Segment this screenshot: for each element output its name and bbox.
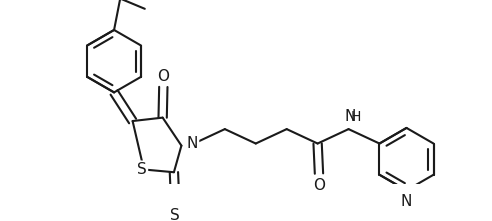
Text: O: O bbox=[157, 69, 169, 84]
Text: H: H bbox=[351, 110, 361, 124]
Text: N: N bbox=[344, 109, 356, 124]
Text: O: O bbox=[313, 178, 325, 193]
Text: S: S bbox=[137, 162, 147, 177]
Text: N: N bbox=[186, 136, 198, 151]
Text: S: S bbox=[170, 208, 180, 221]
Text: N: N bbox=[401, 194, 412, 209]
